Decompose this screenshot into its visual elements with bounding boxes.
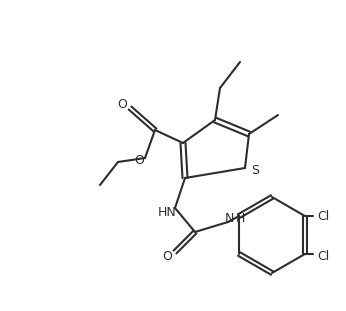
Text: S: S xyxy=(251,164,259,177)
Text: O: O xyxy=(134,155,144,168)
Text: HN: HN xyxy=(158,206,176,219)
Text: H: H xyxy=(236,211,245,225)
Text: N: N xyxy=(224,211,234,225)
Text: O: O xyxy=(117,98,127,110)
Text: O: O xyxy=(162,249,172,262)
Text: Cl: Cl xyxy=(317,210,329,222)
Text: Cl: Cl xyxy=(317,249,329,262)
